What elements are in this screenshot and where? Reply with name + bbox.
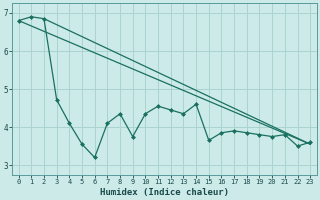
X-axis label: Humidex (Indice chaleur): Humidex (Indice chaleur) <box>100 188 229 197</box>
